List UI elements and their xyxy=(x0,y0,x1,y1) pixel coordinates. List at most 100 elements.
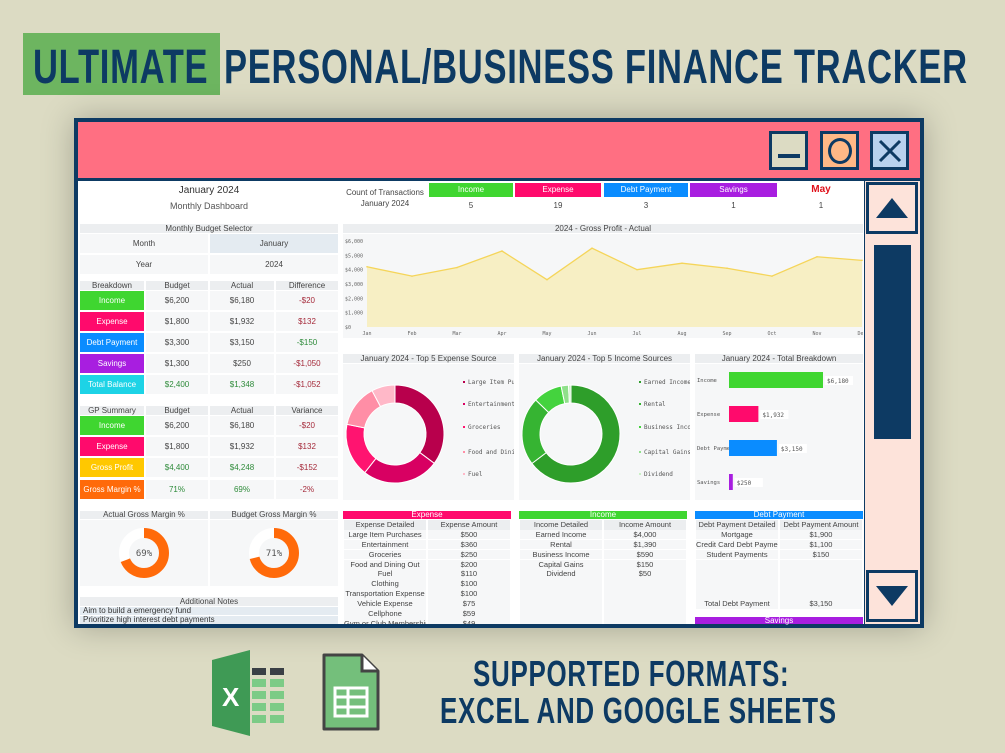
banner-highlight xyxy=(23,33,220,95)
count-value: 1 xyxy=(779,199,863,213)
bar-category-label: Debt Payment xyxy=(697,446,737,452)
data-label-box xyxy=(760,410,789,419)
dashboard-subtitle: Monthly Dashboard xyxy=(169,201,249,211)
cell-diff: $132 xyxy=(276,312,338,331)
table-row xyxy=(519,609,687,619)
gross-profit-chart: $0 $1,000 $2,000 $3,000 $4,000 $5,000 $6,000 Ja… xyxy=(343,234,863,338)
close-button[interactable] xyxy=(870,131,909,170)
legend-marker xyxy=(463,426,465,428)
column-header: Debt Payment Detailed xyxy=(696,520,778,530)
cell-diff: $132 xyxy=(276,437,338,456)
name-cell: Cellphone xyxy=(344,609,426,619)
name-cell: Fuel xyxy=(344,569,426,580)
x-tick-label: Jun xyxy=(587,331,596,337)
y-tick-label: $1,000 xyxy=(345,311,363,317)
month-label: Month xyxy=(80,234,208,253)
scroll-down-button[interactable] xyxy=(866,570,918,622)
cell-actual: 69% xyxy=(210,480,274,499)
table-header: Variance xyxy=(276,406,338,415)
name-cell: Capital Gains xyxy=(520,559,602,570)
scroll-up-button[interactable] xyxy=(866,182,918,234)
table-row: Total Debt Payment $3,150 xyxy=(695,599,863,609)
legend-marker xyxy=(463,403,465,405)
table-header: Budget xyxy=(146,281,208,290)
x-tick-label: Aug xyxy=(677,331,686,337)
cell-actual: $6,180 xyxy=(210,291,274,310)
cell-diff: -$1,050 xyxy=(276,354,338,373)
amount-cell: $100 xyxy=(428,589,510,599)
legend-marker xyxy=(639,403,641,405)
count-value: 19 xyxy=(515,199,601,213)
legend-marker xyxy=(639,451,641,453)
table-row: Credit Card Debt Payment $1,100 xyxy=(695,539,863,550)
debt-table-title: Debt Payment xyxy=(695,511,863,519)
count-label-line1: Count of Transactions xyxy=(346,187,424,197)
name-cell xyxy=(696,569,778,580)
note-item[interactable]: Aim to build a emergency fund xyxy=(80,607,338,615)
bar-category-label: Income xyxy=(697,378,717,384)
amount-cell xyxy=(780,579,862,589)
column-header: Income Amount xyxy=(604,520,686,530)
amount-cell: $250 xyxy=(428,549,510,560)
name-cell: Student Payments xyxy=(696,549,778,560)
data-point xyxy=(636,268,638,271)
count-header-expense: Expense xyxy=(515,183,601,197)
column-header: Debt Payment Amount xyxy=(780,520,862,530)
gross-profit-line xyxy=(366,247,863,281)
donut-slice xyxy=(364,451,435,484)
data-point xyxy=(591,247,593,249)
legend-marker xyxy=(463,473,465,475)
bar-data-label: $6,180 xyxy=(827,378,849,385)
legend-label: Business Income xyxy=(644,424,690,431)
table-header: GP Summary xyxy=(80,406,144,415)
table-row: Dividend $50 xyxy=(519,569,687,580)
month-select[interactable]: January xyxy=(210,234,338,253)
data-point xyxy=(816,255,818,258)
data-point xyxy=(456,266,458,269)
cell-diff: -$150 xyxy=(276,333,338,352)
cell-budget: $1,800 xyxy=(146,437,208,456)
amount-cell: $75 xyxy=(428,599,510,609)
gauge-title: Budget Gross Margin % xyxy=(210,511,338,519)
table-header: Difference xyxy=(276,281,338,290)
expense-table: Expense Expense Detailed Expense Amount Lar… xyxy=(343,511,511,624)
bar-data-label: $250 xyxy=(737,480,752,487)
name-cell: Groceries xyxy=(344,549,426,560)
maximize-button[interactable] xyxy=(820,131,859,170)
table-row xyxy=(519,589,687,599)
row-label-savings: Savings xyxy=(80,354,144,373)
scroll-down-icon xyxy=(876,586,908,606)
cell-budget: $2,400 xyxy=(146,375,208,394)
name-cell: Mortgage xyxy=(696,529,778,540)
note-item[interactable]: Prioritize high interest debt payments xyxy=(80,616,338,624)
name-cell xyxy=(696,559,778,570)
y-tick-label: $0 xyxy=(345,325,351,331)
data-point xyxy=(501,250,503,252)
legend-label: Food and Dining Out xyxy=(468,449,514,456)
scroll-thumb[interactable] xyxy=(874,245,911,439)
name-cell: Food and Dining Out xyxy=(344,559,426,570)
amount-cell xyxy=(780,569,862,580)
count-header-debt-payment: Debt Payment xyxy=(604,183,688,197)
amount-cell: $59 xyxy=(428,609,510,619)
amount-cell xyxy=(780,559,862,570)
year-select[interactable]: 2024 xyxy=(210,255,338,274)
table-row: Gym or Club Membership $49 xyxy=(343,618,511,624)
savings-table-title: Savings xyxy=(695,616,863,624)
y-tick-label: $4,000 xyxy=(345,268,363,274)
table-row xyxy=(519,599,687,609)
amount-cell: $110 xyxy=(428,569,510,580)
amount-cell: $1,100 xyxy=(780,539,862,550)
data-label-box xyxy=(734,478,763,487)
footer-line1: SUPPORTED FORMATS: xyxy=(473,653,790,694)
count-value: 5 xyxy=(429,199,513,213)
amount-cell: $150 xyxy=(780,549,862,560)
dashboard-month: January 2024 xyxy=(178,184,240,196)
banner-highlight-text: ULTIMATE xyxy=(33,41,209,94)
data-point xyxy=(546,278,548,281)
minimize-button[interactable] xyxy=(769,131,808,170)
cell-budget: $4,400 xyxy=(146,458,208,477)
cell-actual: $1,932 xyxy=(210,437,274,456)
name-cell xyxy=(520,589,602,599)
cell-actual: $3,150 xyxy=(210,333,274,352)
